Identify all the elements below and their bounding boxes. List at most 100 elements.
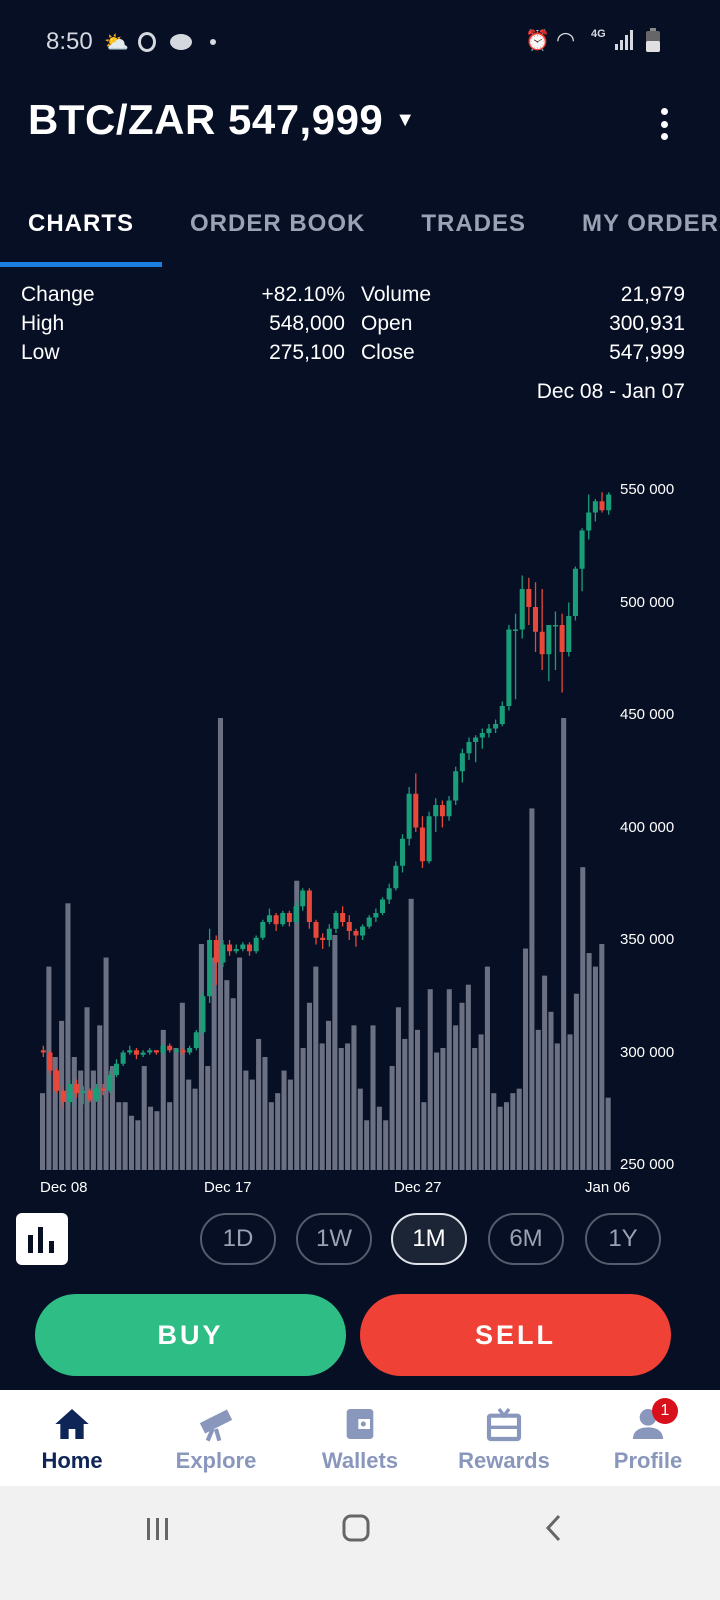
opera-icon — [138, 32, 156, 52]
candle-body — [213, 940, 219, 963]
volume-bar — [383, 1120, 389, 1170]
low-value: 275,100 — [269, 341, 345, 364]
nav-wallets[interactable]: Wallets — [288, 1390, 432, 1486]
volume-bar — [40, 1093, 46, 1170]
volume-bar — [167, 1102, 173, 1170]
volume-bar — [427, 989, 433, 1170]
timeframe-6m[interactable]: 6M — [488, 1213, 564, 1265]
system-nav-bar — [0, 1486, 720, 1600]
candle-body — [40, 1050, 46, 1053]
home-icon — [55, 1409, 89, 1439]
volume-bar — [135, 1120, 141, 1170]
more-options-icon[interactable] — [652, 104, 676, 144]
candle-body — [552, 625, 558, 627]
candle-body — [273, 915, 279, 925]
volume-bar — [592, 966, 598, 1170]
change-value: +82.10% — [261, 283, 346, 306]
nav-profile[interactable]: Profile 1 — [576, 1390, 720, 1486]
x-tick-label: Dec 08 — [40, 1179, 88, 1196]
tab-trades[interactable]: TRADES — [421, 210, 527, 237]
candle-body — [180, 1050, 186, 1053]
volume-bar — [78, 1070, 84, 1170]
reddit-icon — [170, 34, 192, 50]
candle-body — [486, 728, 492, 733]
sell-button[interactable]: SELL — [360, 1294, 671, 1376]
candle-body — [380, 899, 386, 913]
volume-bar — [205, 1066, 211, 1170]
battery-icon — [646, 28, 660, 52]
volume-bar — [198, 944, 204, 1170]
volume-bar — [249, 1079, 255, 1170]
candle-body — [386, 888, 392, 900]
volume-bar — [351, 1025, 357, 1170]
volume-bar — [294, 880, 300, 1170]
candle-body — [133, 1050, 139, 1055]
notification-dot-icon — [210, 39, 216, 45]
volume-bar — [160, 1029, 166, 1170]
nav-home-label: Home — [41, 1448, 103, 1473]
tab-my-orders[interactable]: MY ORDERS — [582, 210, 720, 237]
candle-body — [459, 753, 465, 772]
y-tick-label: 300 000 — [620, 1043, 675, 1061]
candle-body — [47, 1052, 53, 1071]
open-label: Open — [361, 312, 413, 335]
candle-body — [207, 940, 213, 997]
tab-order-book[interactable]: ORDER BOOK — [190, 210, 366, 237]
volume-bar — [262, 1057, 268, 1170]
timeframe-1w[interactable]: 1W — [296, 1213, 372, 1265]
chevron-down-icon: ▼ — [395, 108, 416, 131]
candle-body — [466, 742, 472, 754]
volume-bar — [338, 1047, 344, 1170]
candle-body — [439, 805, 445, 817]
volume-bar — [84, 1007, 90, 1170]
candle-body — [60, 1090, 66, 1102]
candle-body — [473, 737, 479, 742]
volume-bar — [306, 1002, 312, 1170]
volume-bar — [173, 1047, 179, 1170]
candle-body — [539, 631, 545, 655]
volume-bar — [395, 1007, 401, 1170]
weather-icon: ⛅ — [104, 32, 129, 54]
x-tick-label: Jan 06 — [585, 1179, 631, 1196]
volume-bar — [275, 1093, 281, 1170]
candle-body — [313, 922, 319, 938]
candle-body — [147, 1050, 153, 1053]
volume-bar — [237, 957, 243, 1170]
volume-bar — [561, 718, 567, 1170]
volume-bar — [376, 1106, 382, 1170]
candle-body — [333, 913, 339, 929]
buy-button[interactable]: BUY — [35, 1294, 346, 1376]
candlestick-chart[interactable] — [0, 470, 720, 1180]
candle-body — [54, 1070, 60, 1091]
timeframe-1m[interactable]: 1M — [391, 1213, 467, 1265]
candle-body — [220, 944, 226, 963]
candle-body — [127, 1050, 133, 1053]
network-type: 4G — [591, 28, 606, 40]
pair-selector[interactable]: BTC/ZAR 547,999 ▼ — [28, 96, 416, 144]
timeframe-1d[interactable]: 1D — [200, 1213, 276, 1265]
volume-bar — [345, 1043, 351, 1170]
volume-bar — [491, 1093, 497, 1170]
timeframe-1y[interactable]: 1Y — [585, 1213, 661, 1265]
volume-bar — [97, 1025, 103, 1170]
chart-type-button[interactable] — [16, 1213, 68, 1265]
home-button-icon[interactable] — [342, 1514, 370, 1542]
volume-bar — [434, 1052, 440, 1170]
candle-body — [173, 1050, 179, 1052]
candle-body — [453, 771, 459, 801]
candle-body — [167, 1045, 173, 1051]
back-icon[interactable] — [544, 1514, 564, 1542]
recent-apps-icon[interactable] — [145, 1516, 171, 1542]
volume-bar — [230, 998, 236, 1170]
volume-bar — [408, 898, 414, 1170]
nav-home[interactable]: Home — [0, 1390, 144, 1486]
gift-icon — [486, 1408, 522, 1442]
tab-charts[interactable]: CHARTS — [0, 205, 162, 267]
change-label: Change — [21, 283, 95, 306]
candle-body — [87, 1090, 93, 1100]
y-tick-label: 500 000 — [620, 593, 675, 611]
volume-bar — [542, 975, 548, 1170]
nav-rewards[interactable]: Rewards — [432, 1390, 576, 1486]
status-time: 8:50 — [46, 28, 93, 55]
nav-explore[interactable]: Explore — [144, 1390, 288, 1486]
